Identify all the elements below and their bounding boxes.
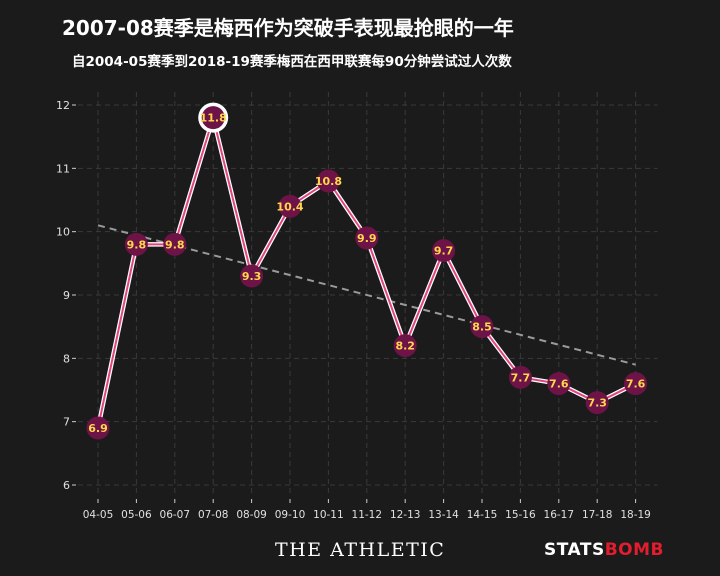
y-tick-label: 7 — [63, 416, 70, 429]
trendline-path — [97, 224, 636, 366]
data-point — [393, 334, 417, 358]
x-tick-label: 18-19 — [620, 509, 651, 521]
data-point — [624, 372, 648, 396]
data-label: 8.5 — [472, 321, 492, 334]
trendline — [97, 224, 636, 366]
x-tick-label: 06-07 — [160, 509, 191, 521]
x-tick-label: 05-06 — [121, 509, 152, 521]
data-label: 7.6 — [549, 378, 569, 391]
data-point — [86, 416, 110, 440]
x-tick-label: 15-16 — [505, 509, 536, 521]
data-label: 6.9 — [88, 422, 108, 435]
data-point — [508, 365, 532, 389]
x-tick-label: 14-15 — [467, 509, 498, 521]
grid — [78, 92, 658, 497]
data-label: 9.8 — [165, 238, 185, 251]
x-tick-label: 17-18 — [582, 509, 613, 521]
data-point — [470, 315, 494, 339]
y-tick-label: 8 — [63, 352, 70, 365]
data-point — [163, 232, 187, 256]
data-label: 7.7 — [511, 371, 531, 384]
x-tick-label: 04-05 — [83, 509, 114, 521]
chart-title: 2007-08赛季是梅西作为突破手表现最抢眼的一年 — [62, 16, 514, 40]
data-point — [355, 226, 379, 250]
x-tick-label: 11-12 — [352, 509, 383, 521]
statsbomb-logo: STATSBOMB — [544, 540, 664, 560]
data-label: 11.8 — [200, 112, 227, 125]
y-tick-label: 10 — [56, 226, 70, 239]
y-tick-label: 12 — [56, 99, 70, 112]
chart-subtitle: 自2004-05赛季到2018-19赛季梅西在西甲联赛每90分钟尝试过人次数 — [72, 54, 512, 70]
data-point — [547, 372, 571, 396]
y-tick-label: 9 — [63, 289, 70, 302]
x-tick-label: 12-13 — [390, 509, 421, 521]
data-point — [201, 106, 225, 130]
data-label: 7.3 — [587, 397, 607, 410]
data-points: 6.9 9.8 9.8 11.8 9.3 10.4 10.8 9.9 8.2 9.7 8.5 7.7 7… — [86, 102, 648, 440]
data-label: 9.7 — [434, 245, 454, 258]
y-tick-label: 6 — [63, 479, 70, 492]
data-label: 7.6 — [626, 378, 646, 391]
y-tick-label: 11 — [56, 162, 70, 175]
data-label: 8.2 — [395, 340, 415, 353]
data-point — [240, 264, 264, 288]
data-label: 9.9 — [357, 232, 377, 245]
data-label: 10.4 — [276, 200, 303, 213]
the-athletic-logo: THE ATHLETIC — [275, 539, 446, 561]
data-point — [124, 232, 148, 256]
x-tick-label: 08-09 — [236, 509, 267, 521]
data-point — [316, 169, 340, 193]
axes: 6 7 8 9 10 11 12 04-05 05-06 06-07 07-08 08-09 09-10… — [56, 99, 651, 521]
x-tick-label: 09-10 — [275, 509, 306, 521]
x-tick-label: 10-11 — [313, 509, 344, 521]
x-tick-label: 13-14 — [428, 509, 459, 521]
x-tick-label: 07-08 — [198, 509, 229, 521]
data-point — [585, 391, 609, 415]
data-point — [432, 239, 456, 263]
data-label: 9.8 — [127, 238, 147, 251]
data-point — [278, 194, 302, 218]
x-tick-label: 16-17 — [544, 509, 575, 521]
data-label: 10.8 — [315, 175, 342, 188]
data-label: 9.3 — [242, 270, 262, 283]
